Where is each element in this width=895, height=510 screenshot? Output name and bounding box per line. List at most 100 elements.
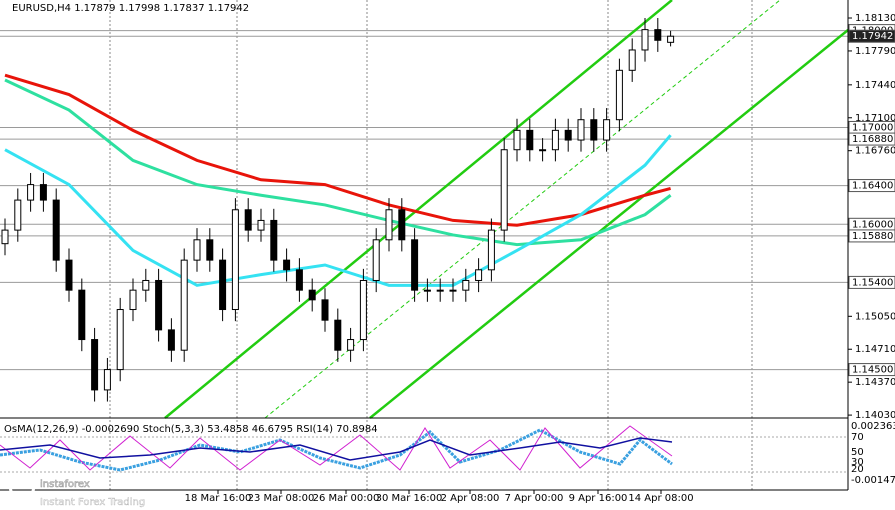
candle-body [615, 69, 623, 121]
level-label: 1.17000 [852, 122, 893, 133]
candle-body [244, 209, 252, 231]
candle-body [155, 279, 163, 331]
level-box [848, 179, 895, 193]
candle-body [577, 119, 585, 141]
x-tick-label: 18 Mar 16:00 [185, 493, 252, 504]
candle-body [385, 209, 393, 241]
candle-body [206, 239, 214, 261]
candle-body [411, 239, 419, 291]
watermark-subtitle: Instant Forex Trading [40, 497, 145, 508]
candle-body [14, 199, 22, 231]
x-tick-label: 26 Mar 00:00 [313, 493, 380, 504]
candle-body [539, 149, 547, 152]
candle-body [116, 309, 124, 371]
y-tick-label: 1.17790 [855, 46, 895, 57]
x-tick-label: 7 Apr 00:00 [505, 493, 564, 504]
candle-body [654, 29, 662, 41]
x-tick-label: 23 Mar 08:00 [248, 493, 315, 504]
level-label: 1.17942 [852, 31, 893, 42]
watermark-text: instaforex [40, 479, 90, 490]
chart-title: EURUSD,H4 1.17879 1.17998 1.17837 1.1794… [12, 3, 249, 14]
moving-average [4, 73, 671, 227]
candle-body [334, 319, 342, 351]
candle-body [551, 129, 559, 151]
y-tick-label: 1.18130 [855, 13, 895, 24]
x-tick-label: 9 Apr 16:00 [569, 493, 628, 504]
candle-body [667, 35, 675, 43]
level-label: 1.16000 [852, 219, 893, 230]
candle-body [180, 259, 188, 351]
candle-body [78, 289, 86, 341]
candle-body [52, 199, 60, 261]
y-tick-label: 1.15050 [855, 311, 895, 322]
x-tick-label: 14 Apr 08:00 [628, 493, 693, 504]
candle-body [308, 289, 316, 301]
price-axis: 1.18130 1.17790 1.17440 1.17100 1.16760 1.150… [848, 13, 895, 421]
candles [1, 18, 675, 402]
candle-body [283, 259, 291, 271]
level-label: 1.15880 [852, 231, 893, 242]
x-tick-label: 2 Apr 08:00 [441, 493, 500, 504]
level-box [848, 275, 895, 289]
candle-body [1, 229, 9, 245]
level-label: 1.14500 [852, 365, 893, 376]
candle-body [603, 119, 611, 141]
candle-body [462, 279, 470, 291]
candle-body [359, 279, 367, 341]
candle-body [321, 299, 329, 321]
candle-body [372, 239, 380, 281]
y-tick-label: 1.16760 [855, 146, 895, 157]
oscillator-title: OsMA(12,26,9) -0.0002690 Stoch(5,3,3) 53… [4, 424, 378, 435]
candle-body [590, 119, 598, 141]
oscillator-drawing [0, 425, 848, 473]
candle-body [39, 184, 47, 201]
y-tick-label: 1.14030 [855, 410, 895, 421]
candle-body [423, 289, 431, 292]
level-label: 1.15400 [852, 277, 893, 288]
candle-body [231, 209, 239, 311]
candle-body [257, 219, 265, 231]
level-box [848, 132, 895, 146]
candle-body [27, 184, 35, 201]
y-tick-label: 1.14710 [855, 344, 895, 355]
candle-body [103, 369, 111, 391]
y-tick-label: 1.17440 [855, 80, 895, 91]
level-box [848, 363, 895, 377]
oscillator-label: 0.0023636 [851, 421, 895, 432]
candle-body [167, 329, 175, 351]
x-tick-label: 30 Mar 16:00 [376, 493, 443, 504]
candle-body [513, 129, 521, 151]
candle-body [487, 229, 495, 271]
channel [164, 0, 849, 419]
level-box [848, 29, 895, 43]
level-box [848, 229, 895, 243]
candle-body [129, 289, 137, 311]
oscillator-label: 50 [851, 447, 864, 458]
candle-body [641, 29, 649, 51]
candle-body [449, 289, 457, 292]
level-label: 1.16400 [852, 181, 893, 192]
candle-body [564, 129, 572, 141]
candle-body [475, 269, 483, 281]
candle-body [193, 239, 201, 261]
candle-body [65, 259, 73, 291]
candle-body [347, 339, 355, 351]
level-label: 1.16880 [852, 134, 893, 145]
candle-body [91, 339, 99, 391]
candle-body [142, 279, 150, 291]
moving-average [4, 134, 672, 287]
candle-body [219, 259, 227, 311]
candle-body [295, 269, 303, 291]
candle-body [270, 219, 278, 261]
levels [0, 30, 848, 371]
oscillator-label: 30 [851, 457, 864, 468]
oscillator-label: 20 [851, 464, 864, 475]
y-tick-label: 1.14370 [855, 377, 895, 388]
candle-body [500, 149, 508, 231]
moving-averages [4, 73, 672, 287]
watermark: instaforex Instant Forex Trading [8, 472, 145, 508]
